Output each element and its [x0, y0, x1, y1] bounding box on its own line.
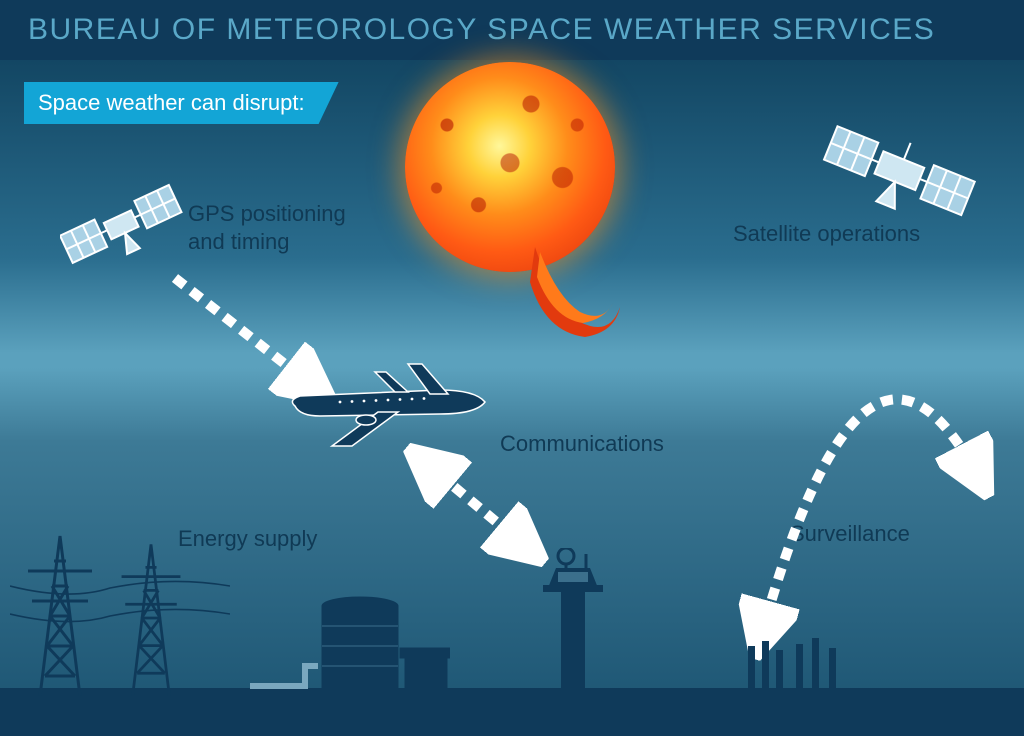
arrow-surveillance-arc — [760, 399, 980, 640]
control-tower-icon — [528, 548, 618, 698]
airplane-icon — [280, 358, 490, 453]
storage-facility-icon — [250, 588, 450, 698]
arrow-plane-to-tower — [422, 460, 530, 550]
poles-icon — [744, 638, 864, 698]
pylons-icon — [10, 516, 230, 696]
